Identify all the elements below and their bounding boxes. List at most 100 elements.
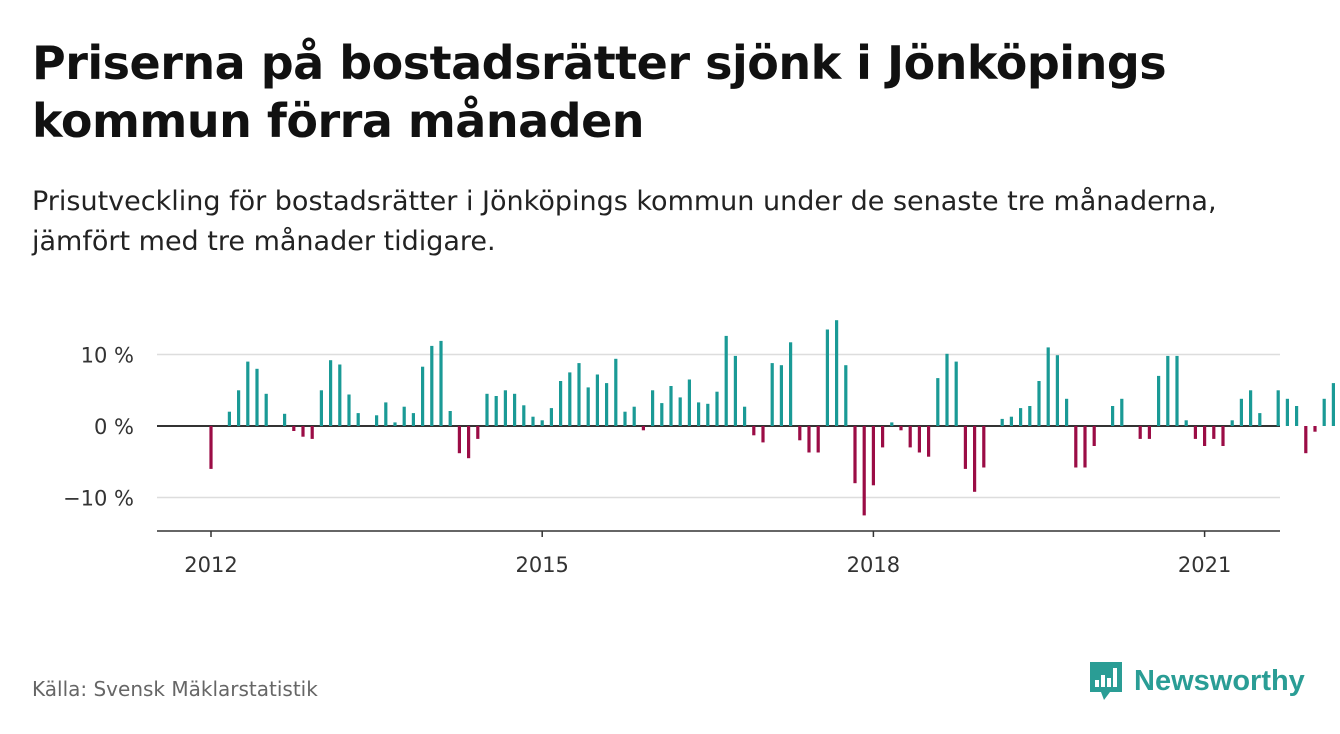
bar [770, 363, 774, 426]
bar [632, 406, 636, 426]
bar [752, 426, 756, 436]
bar [835, 320, 839, 426]
bar [1295, 406, 1299, 426]
bar [1028, 406, 1032, 426]
bar [1120, 398, 1124, 426]
bar [283, 413, 287, 426]
bar [494, 396, 498, 426]
x-tick-label: 2018 [847, 553, 900, 577]
bar [1065, 398, 1069, 426]
bar [246, 361, 250, 426]
bar [595, 374, 599, 426]
bar [899, 426, 903, 431]
bar [338, 364, 342, 426]
bar [871, 426, 875, 486]
bar [227, 411, 231, 426]
bar [1175, 355, 1179, 426]
bar [816, 426, 820, 453]
bar [1147, 426, 1151, 439]
bar [614, 358, 618, 426]
bar [798, 426, 802, 441]
bar [264, 393, 268, 426]
bar [982, 426, 986, 468]
bar [862, 426, 866, 516]
bar [917, 426, 921, 453]
bar [421, 366, 425, 426]
bar [319, 390, 323, 427]
bar [568, 372, 572, 426]
bar [531, 416, 535, 426]
bar [1111, 406, 1115, 426]
bar [651, 390, 655, 427]
bar [733, 355, 737, 426]
bar [209, 426, 213, 469]
bar [1331, 383, 1335, 426]
bar [890, 422, 894, 426]
bar [908, 426, 912, 448]
bar [1184, 420, 1188, 426]
bar [329, 360, 333, 426]
bar [457, 426, 461, 454]
bar [1019, 408, 1023, 426]
bar [1249, 390, 1253, 427]
bar [954, 361, 958, 426]
bar [641, 426, 645, 431]
bar [411, 413, 415, 426]
chart-title: Priserna på bostadsrätter sjönk i Jönköp… [32, 36, 1167, 148]
bar [577, 363, 581, 426]
bar [1212, 426, 1216, 439]
newsworthy-logo-icon [1090, 662, 1122, 700]
bar [1203, 426, 1207, 446]
bar [853, 426, 857, 484]
bar [678, 397, 682, 426]
bar [310, 426, 314, 439]
bar [1009, 416, 1013, 426]
bar [1230, 420, 1234, 426]
bar [476, 426, 480, 439]
bar [559, 381, 563, 426]
bar [1313, 426, 1317, 432]
bar [513, 393, 517, 426]
bar [963, 426, 967, 469]
bar [789, 342, 793, 426]
bar [807, 426, 811, 453]
bar [1276, 390, 1280, 427]
bar [715, 391, 719, 426]
bar [448, 411, 452, 426]
x-tick-label: 2015 [515, 553, 568, 577]
bar [356, 413, 360, 426]
y-tick-label: 10 % [81, 344, 134, 368]
y-tick-label: −10 % [63, 487, 134, 511]
x-tick-label: 2012 [184, 553, 237, 577]
bar [1193, 426, 1197, 439]
bar [1083, 426, 1087, 468]
bar [779, 365, 783, 426]
bar [439, 340, 443, 426]
source-note: Källa: Svensk Mäklarstatistik [32, 677, 318, 701]
brand-logo[interactable]: Newsworthy [1088, 660, 1305, 702]
bar [697, 402, 701, 426]
bar [292, 426, 296, 431]
bar [347, 394, 351, 426]
bar [1138, 426, 1142, 439]
bar [540, 420, 544, 426]
bar [1166, 355, 1170, 426]
bar [549, 408, 553, 426]
bar [1221, 426, 1225, 446]
bar [467, 426, 471, 459]
bar [945, 353, 949, 426]
bar [375, 415, 379, 426]
bar [1092, 426, 1096, 446]
bar [743, 406, 747, 426]
bar [1037, 381, 1041, 426]
bar [605, 383, 609, 426]
bar [825, 329, 829, 426]
bar [1304, 426, 1308, 454]
bar [255, 368, 259, 426]
x-tick-label: 2021 [1178, 553, 1231, 577]
bar [973, 426, 977, 492]
brand-name: Newsworthy [1134, 664, 1305, 697]
bar [402, 406, 406, 426]
bar [724, 335, 728, 426]
chart-subtitle: Prisutveckling för bostadsrätter i Jönkö… [32, 186, 1217, 257]
